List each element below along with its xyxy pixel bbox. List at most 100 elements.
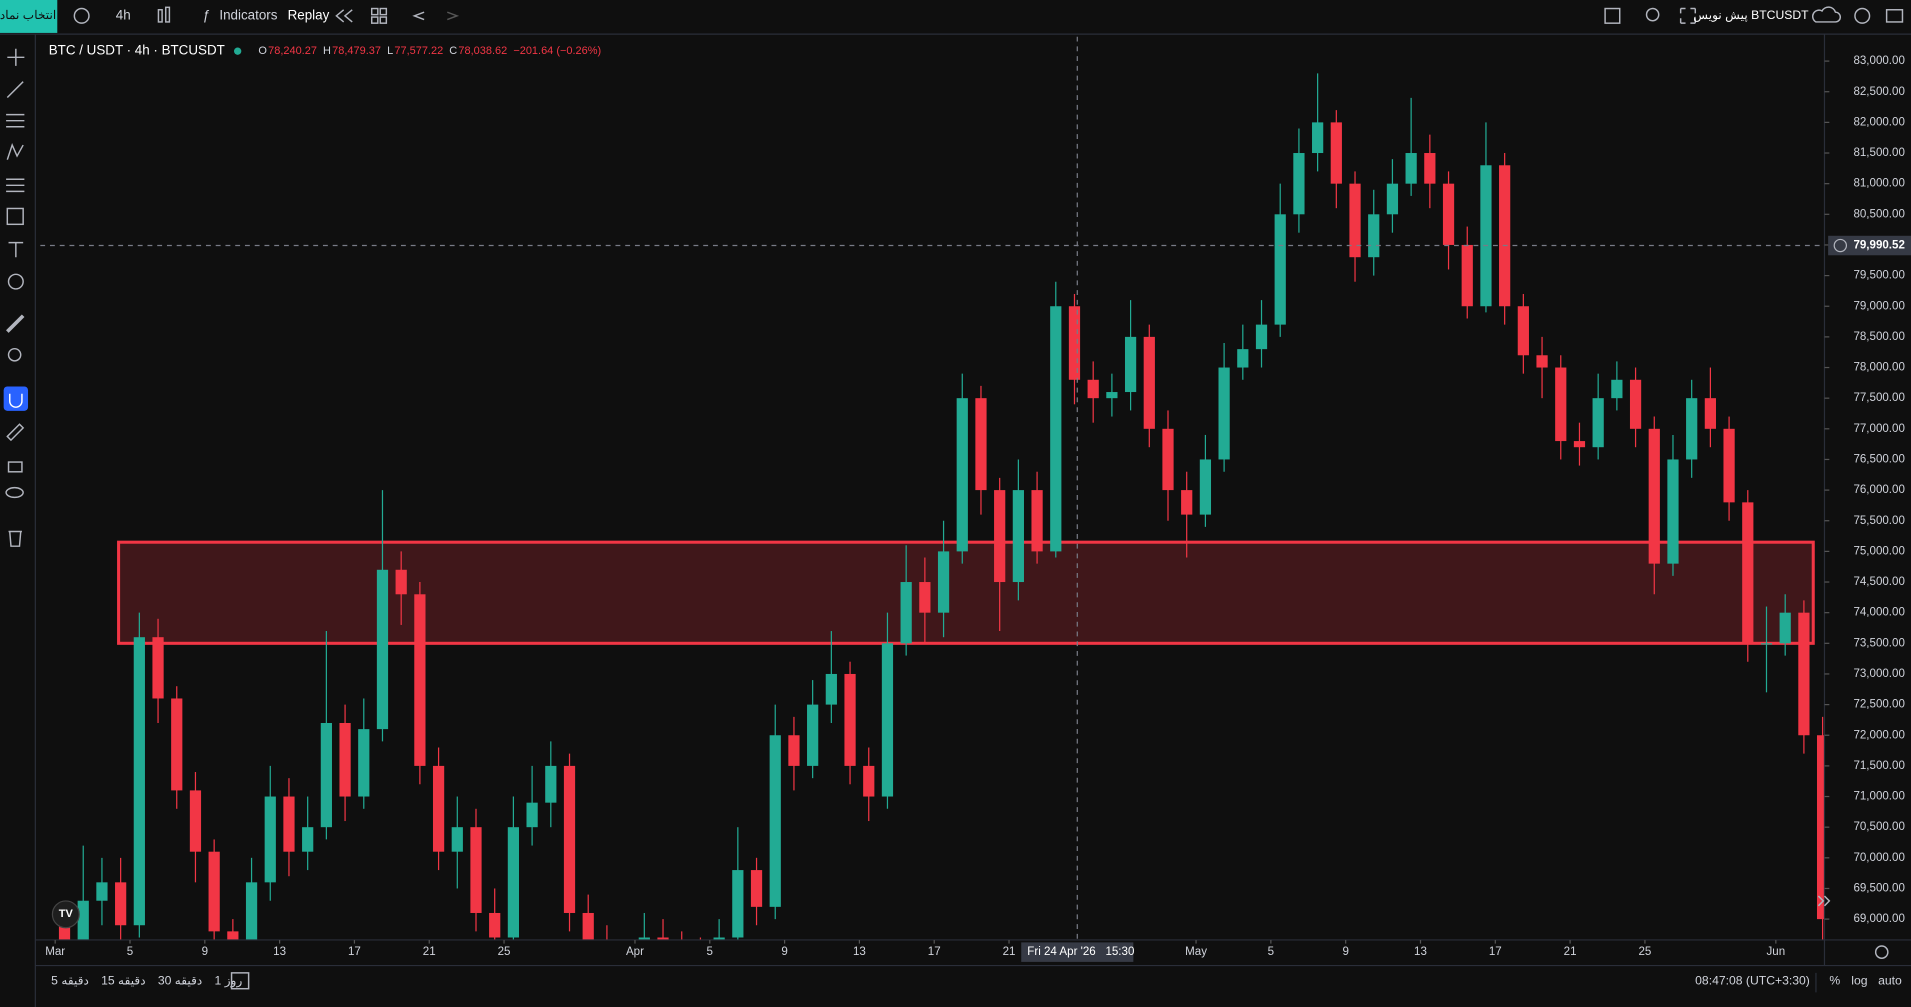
scroll-right[interactable] xyxy=(1817,895,1831,907)
layout-name[interactable]: پیش نویس BTCUSDT xyxy=(1693,8,1809,22)
auto-toggle[interactable]: auto xyxy=(1878,974,1902,988)
candle-body xyxy=(788,735,800,766)
replay-button[interactable]: Replay xyxy=(288,7,330,22)
crosshair-time-label: 15:30 xyxy=(1105,946,1134,958)
x-tick-label: 5 xyxy=(1268,946,1274,958)
tv-logo[interactable] xyxy=(51,900,80,929)
candle-body xyxy=(844,673,856,766)
candle-body xyxy=(1368,214,1380,258)
axes: 69,000.00 69,500.00 70,000.00 70,500.00 71,0… xyxy=(45,55,1911,962)
candle-body xyxy=(1050,306,1062,552)
x-tick-label: 13 xyxy=(1414,946,1427,958)
compare-icon[interactable] xyxy=(73,7,90,24)
range-button[interactable]: 1 روز xyxy=(215,974,243,988)
y-tick-label: 72,000.00 xyxy=(1853,729,1904,741)
symbol-button-label[interactable]: انتخاب نماد xyxy=(0,8,56,22)
date-range-icon[interactable] xyxy=(230,972,250,990)
candle-body xyxy=(1723,428,1735,503)
percent-toggle[interactable]: % xyxy=(1829,974,1840,988)
log-toggle[interactable]: log xyxy=(1851,974,1867,988)
settings-icon[interactable] xyxy=(1854,7,1871,24)
range-button[interactable]: 30 دقیقه xyxy=(158,974,203,988)
cloud-icon[interactable] xyxy=(1812,6,1841,23)
y-tick-label: 73,000.00 xyxy=(1853,668,1904,680)
icon-tool[interactable] xyxy=(7,273,24,290)
y-tick-label: 76,500.00 xyxy=(1853,454,1904,466)
layouts-icon[interactable] xyxy=(370,16,379,24)
undo-icon[interactable] xyxy=(412,11,425,21)
candle-body xyxy=(1199,459,1212,515)
crosshair-price-label: 79,990.52 xyxy=(1853,240,1904,252)
add-alert-icon[interactable] xyxy=(1833,238,1848,253)
ohlc-change: −201.64 (−0.26%) xyxy=(513,45,601,57)
candle-body xyxy=(1573,441,1586,448)
symbol-button[interactable] xyxy=(0,0,58,33)
candle-body xyxy=(769,735,781,907)
pattern-tool[interactable] xyxy=(6,143,24,160)
candle-body xyxy=(750,870,763,907)
layouts-icon[interactable] xyxy=(379,16,388,24)
candle-body xyxy=(133,637,145,926)
fib-tool[interactable] xyxy=(6,113,25,128)
replay-icon[interactable] xyxy=(335,9,353,23)
layouts-icon[interactable] xyxy=(379,7,388,16)
hide-tool[interactable] xyxy=(5,486,24,499)
projection-tool[interactable] xyxy=(6,178,25,193)
candle-body xyxy=(264,796,276,883)
snapshot-icon[interactable] xyxy=(1885,9,1904,23)
y-tick-label: 69,500.00 xyxy=(1853,883,1904,895)
crosshair-price-box xyxy=(1828,235,1911,256)
shape-tool[interactable] xyxy=(6,207,24,226)
candle-body xyxy=(900,582,912,644)
fx-icon[interactable]: ƒ xyxy=(202,7,209,22)
lock-tool[interactable] xyxy=(7,461,23,473)
candle-body xyxy=(302,827,314,852)
zoom-tool[interactable] xyxy=(7,347,22,362)
candle-body xyxy=(1237,349,1249,368)
delete-tool[interactable] xyxy=(8,530,22,547)
x-tick-label: 5 xyxy=(707,946,713,958)
ohlc-value: 78,240.27 xyxy=(268,45,317,57)
y-tick-label: 81,500.00 xyxy=(1853,147,1904,159)
magnet-tool[interactable] xyxy=(3,386,29,411)
draw-mode-tool[interactable] xyxy=(6,423,25,442)
y-tick-label: 74,500.00 xyxy=(1853,576,1904,588)
redo-icon[interactable] xyxy=(447,11,460,21)
candle-body xyxy=(1686,398,1698,460)
candle-body xyxy=(283,796,295,852)
range-button[interactable]: 15 دقیقه xyxy=(101,974,146,988)
candle-body xyxy=(638,937,650,940)
candle-body xyxy=(657,937,669,940)
candle-body xyxy=(1143,336,1155,429)
chart-type-icon[interactable] xyxy=(165,6,171,23)
candle-body xyxy=(1162,428,1174,491)
cursor-tool[interactable] xyxy=(7,48,25,66)
indicators-button[interactable]: Indicators xyxy=(219,7,277,22)
fullscreen-area-icon[interactable] xyxy=(1604,7,1621,24)
x-tick-label: 13 xyxy=(273,946,286,958)
x-tick-label: 25 xyxy=(1638,946,1651,958)
axis-settings[interactable] xyxy=(1874,945,1889,959)
x-tick-label: 9 xyxy=(781,946,787,958)
candle-body xyxy=(1536,355,1548,368)
trendline-tool[interactable] xyxy=(6,81,24,99)
chart-type-icon[interactable] xyxy=(157,9,163,23)
y-tick-label: 77,500.00 xyxy=(1853,392,1904,404)
candle-body xyxy=(227,931,239,940)
range-button[interactable]: 5 دقیقه xyxy=(51,974,89,988)
candle-body xyxy=(526,802,538,828)
candle-body xyxy=(1031,490,1043,552)
layouts-icon[interactable] xyxy=(370,7,379,16)
candle-body xyxy=(1312,122,1324,154)
expand-icon[interactable] xyxy=(1679,7,1697,24)
candle-body xyxy=(414,594,426,766)
search-icon[interactable] xyxy=(1645,7,1660,22)
y-tick-label: 73,500.00 xyxy=(1853,637,1904,649)
text-tool[interactable] xyxy=(8,241,24,258)
ohlc-legend: O 78,240.27 H 78,479.37 L 77,577.22 C 78,038.62… xyxy=(258,45,601,57)
y-tick-label: 74,000.00 xyxy=(1853,607,1904,619)
x-tick-label: 13 xyxy=(853,946,866,958)
measure-tool[interactable] xyxy=(6,314,25,333)
interval[interactable]: 4h xyxy=(116,7,131,22)
candle-body xyxy=(1068,306,1081,380)
